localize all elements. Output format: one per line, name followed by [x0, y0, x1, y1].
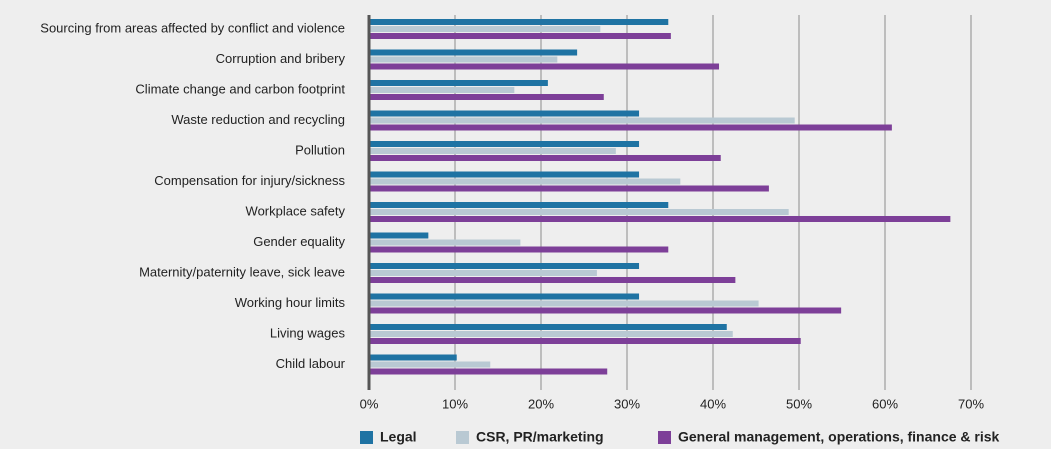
- bar: [369, 368, 608, 375]
- bar: [369, 124, 892, 131]
- x-tick-label: 70%: [958, 396, 984, 411]
- bar: [369, 87, 515, 93]
- bar: [369, 141, 640, 147]
- bar: [369, 117, 795, 124]
- legend-label: Legal: [380, 429, 417, 445]
- x-tick-label: 60%: [872, 396, 898, 411]
- bar: [369, 63, 720, 70]
- legend-label: CSR, PR/marketing: [476, 429, 604, 445]
- category-label: Living wages: [270, 325, 346, 340]
- category-label: Maternity/paternity leave, sick leave: [139, 264, 345, 279]
- x-tick-label: 10%: [442, 396, 468, 411]
- bar: [369, 178, 681, 185]
- category-label: Gender equality: [253, 234, 345, 249]
- bar: [369, 94, 604, 100]
- bar: [369, 19, 669, 25]
- bar: [369, 202, 669, 208]
- bar: [369, 49, 578, 56]
- bar: [369, 232, 429, 239]
- bar: [369, 361, 491, 368]
- bar: [369, 270, 597, 276]
- bar: [369, 324, 727, 330]
- legend-swatch: [456, 431, 469, 444]
- bar: [369, 331, 733, 337]
- bar: [369, 354, 457, 361]
- category-label: Waste reduction and recycling: [171, 112, 345, 127]
- bar: [369, 80, 548, 86]
- bar: [369, 246, 669, 253]
- x-tick-label: 20%: [528, 396, 554, 411]
- bar: [369, 33, 671, 39]
- bar: [369, 293, 640, 300]
- x-tick-label: 30%: [614, 396, 640, 411]
- bar: [369, 155, 721, 161]
- bar: [369, 338, 801, 344]
- bar: [369, 110, 640, 117]
- category-label: Pollution: [295, 142, 345, 157]
- bar: [369, 185, 769, 192]
- bar: [369, 216, 951, 222]
- bar: [369, 300, 759, 307]
- legend-swatch: [360, 431, 373, 444]
- bar: [369, 263, 640, 269]
- x-tick-label: 0%: [360, 396, 379, 411]
- x-tick-label: 50%: [786, 396, 812, 411]
- legend-label: General management, operations, finance …: [678, 429, 1000, 445]
- x-tick-label: 40%: [700, 396, 726, 411]
- bar: [369, 209, 789, 215]
- category-label: Sourcing from areas affected by conflict…: [40, 20, 345, 35]
- category-label: Child labour: [276, 356, 346, 371]
- bar: [369, 26, 601, 32]
- bar: [369, 56, 558, 63]
- category-label: Corruption and bribery: [216, 51, 346, 66]
- legend-swatch: [658, 431, 671, 444]
- bar: [369, 148, 616, 154]
- bar: [369, 171, 640, 178]
- bar: [369, 277, 736, 283]
- bar: [369, 239, 521, 246]
- bar: [369, 307, 842, 314]
- category-label: Workplace safety: [246, 203, 346, 218]
- legend: Legal CSR, PR/marketing General management…: [360, 429, 1000, 445]
- category-label: Compensation for injury/sickness: [154, 173, 345, 188]
- category-label: Climate change and carbon footprint: [135, 81, 345, 96]
- category-label: Working hour limits: [235, 295, 346, 310]
